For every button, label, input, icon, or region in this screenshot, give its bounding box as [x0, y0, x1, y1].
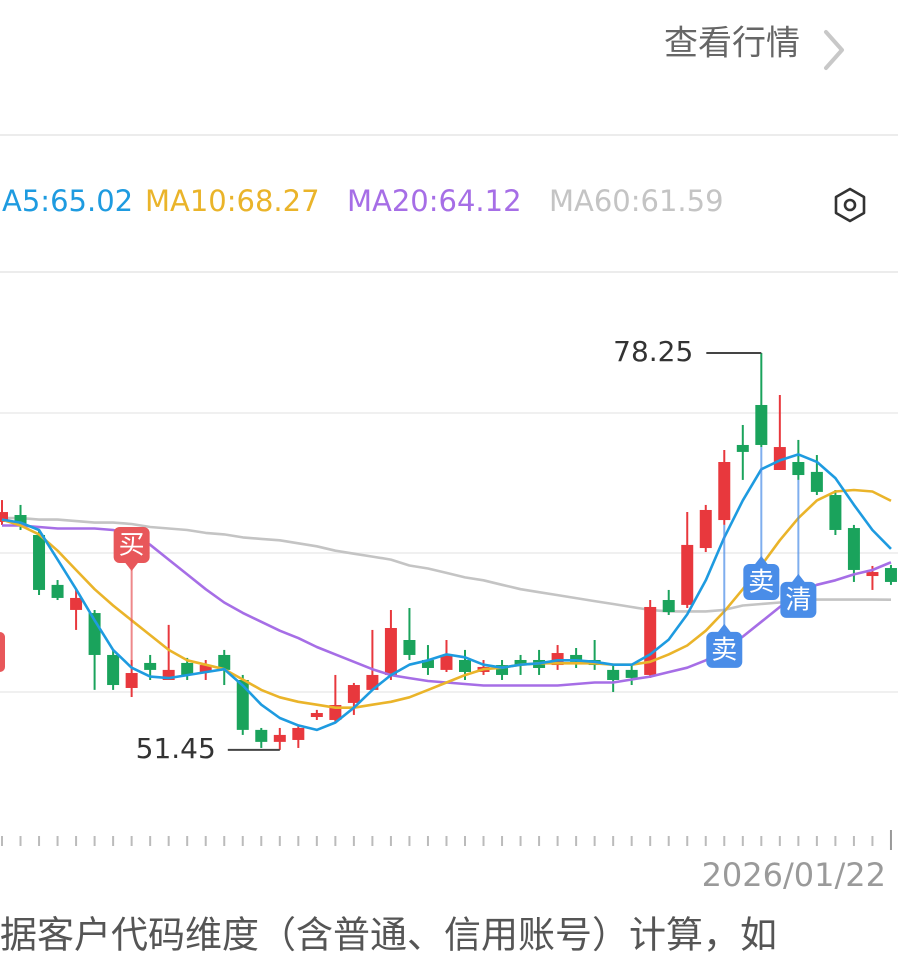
candle-body — [866, 572, 879, 577]
candle-body — [440, 654, 453, 670]
signal-badge — [706, 631, 743, 668]
candle-body — [14, 515, 27, 525]
ma-line — [1, 453, 892, 732]
candle-body — [884, 568, 897, 582]
legend-entry: MA10:68.27 — [145, 184, 320, 218]
candle-body — [514, 659, 527, 666]
signal-label: 卖 — [748, 568, 774, 598]
candle-body — [718, 461, 731, 521]
legend-entry: MA60:61.59 — [549, 184, 724, 218]
signal-label: 卖 — [711, 635, 737, 665]
candle-body — [292, 727, 305, 740]
candle-body — [773, 447, 786, 470]
candle-body — [847, 528, 860, 570]
settings-dot[interactable] — [843, 198, 857, 212]
candle-body — [0, 512, 8, 522]
signal-pointer — [754, 556, 769, 566]
signal-pointer — [791, 573, 806, 583]
signal-badge-clipped — [0, 632, 5, 672]
high-label: 78.25 — [613, 335, 693, 368]
signal-pointer — [124, 561, 139, 571]
candle-body — [255, 729, 268, 742]
x-tick-label: 2026/01/22 — [702, 856, 886, 894]
chevron-icon[interactable] — [824, 30, 844, 70]
candle-body — [699, 509, 712, 549]
settings-hexagon[interactable] — [834, 187, 866, 223]
legend-entry: MA20:64.12 — [347, 184, 522, 218]
candle-body — [792, 461, 805, 476]
candle-body — [162, 669, 175, 680]
candle-body — [829, 495, 842, 530]
candle-body — [810, 471, 823, 492]
signal-label: 清 — [785, 585, 811, 615]
candle-body — [107, 654, 120, 686]
candle-body — [236, 679, 249, 730]
ma-line — [2, 516, 892, 613]
view-quote-link[interactable]: 查看行情 — [664, 24, 800, 64]
ma-legend: MA5:65.02 MA10:68.27 MA20:64.12 MA60:61.59 — [0, 184, 724, 218]
candle-body — [459, 659, 471, 672]
candle-body — [681, 544, 694, 605]
settings-icon[interactable] — [834, 187, 866, 223]
candle-body — [218, 654, 231, 670]
candle-body — [384, 628, 397, 675]
candle-body — [347, 685, 360, 703]
candle-body — [496, 665, 509, 675]
candle-body — [607, 669, 620, 680]
candle-body — [144, 662, 157, 670]
signal-badge — [113, 526, 150, 563]
legend-entry: MA5:65.02 — [0, 184, 133, 218]
signal-badge — [780, 581, 817, 618]
candle-body — [51, 584, 64, 598]
candle-body — [125, 673, 138, 688]
candle-body — [181, 662, 194, 675]
candle-body — [273, 734, 286, 742]
candle-body — [755, 404, 768, 445]
low-label: 51.45 — [136, 732, 216, 765]
signal-label: 买 — [119, 530, 145, 560]
candle-body — [199, 665, 212, 672]
signal-badge — [743, 564, 780, 601]
candle-body — [625, 669, 638, 678]
footer-note: 据客户代码维度（含普通、信用账号）计算，如 — [0, 914, 777, 957]
signal-pointer — [717, 623, 732, 633]
candle-body — [33, 535, 46, 590]
candle-body — [310, 713, 323, 718]
candle-body — [644, 606, 657, 675]
candle-body — [70, 597, 83, 610]
candle-body — [662, 600, 675, 613]
candle-body — [736, 444, 749, 452]
candle-body — [570, 654, 583, 662]
ma-line — [1, 488, 892, 710]
candle-body — [421, 659, 434, 668]
candle-body — [403, 640, 416, 655]
